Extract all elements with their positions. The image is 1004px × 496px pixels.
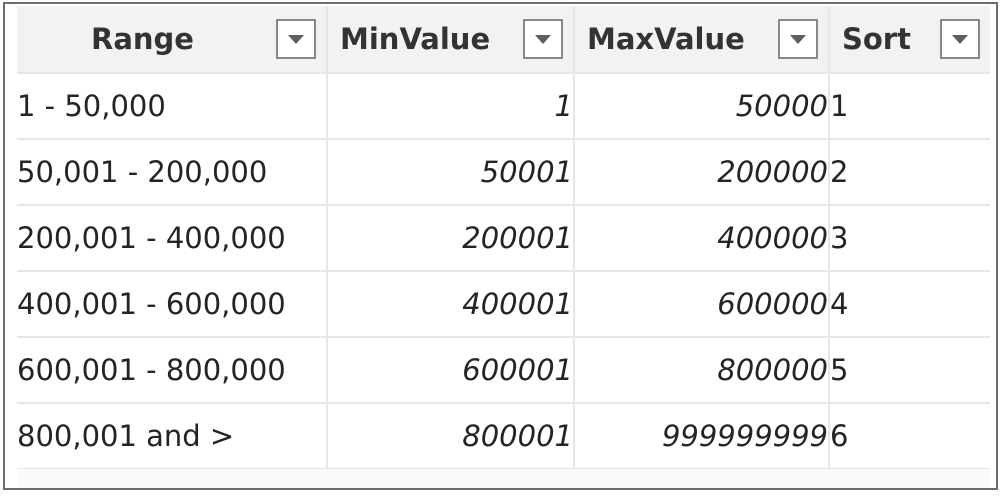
table-footer-area bbox=[17, 469, 990, 488]
cell-minvalue[interactable]: 600001 bbox=[327, 337, 575, 404]
cell-range[interactable]: 1 - 50,000 bbox=[17, 73, 328, 140]
cell-minvalue[interactable]: 1 bbox=[327, 73, 575, 140]
cell-maxvalue[interactable]: 600000 bbox=[574, 271, 830, 338]
column-header-label: Range bbox=[91, 22, 194, 56]
table-row: 600,001 - 800,000 600001 800000 5 bbox=[17, 337, 990, 404]
column-header-range[interactable]: Range bbox=[17, 6, 328, 74]
cell-range[interactable]: 50,001 - 200,000 bbox=[17, 139, 328, 206]
table-row: 200,001 - 400,000 200001 400000 3 bbox=[17, 205, 990, 272]
cell-maxvalue[interactable]: 400000 bbox=[574, 205, 830, 272]
column-header-minvalue[interactable]: MinValue bbox=[327, 6, 575, 74]
cell-range[interactable]: 200,001 - 400,000 bbox=[17, 205, 328, 272]
cell-maxvalue[interactable]: 999999999 bbox=[574, 403, 830, 470]
chevron-down-icon bbox=[288, 34, 304, 44]
table-row: 1 - 50,000 1 50000 1 bbox=[17, 73, 990, 140]
cell-sort[interactable]: 4 bbox=[829, 271, 990, 338]
chevron-down-icon bbox=[790, 34, 806, 44]
filter-dropdown-button[interactable] bbox=[276, 19, 316, 59]
column-header-label: MaxValue bbox=[587, 22, 745, 56]
cell-sort[interactable]: 1 bbox=[829, 73, 990, 140]
cell-minvalue[interactable]: 800001 bbox=[327, 403, 575, 470]
column-header-label: Sort bbox=[842, 22, 911, 56]
filter-dropdown-button[interactable] bbox=[778, 19, 818, 59]
table-row: 800,001 and > 800001 999999999 6 bbox=[17, 403, 990, 470]
cell-sort[interactable]: 2 bbox=[829, 139, 990, 206]
cell-minvalue[interactable]: 400001 bbox=[327, 271, 575, 338]
table-row: 50,001 - 200,000 50001 200000 2 bbox=[17, 139, 990, 206]
cell-minvalue[interactable]: 50001 bbox=[327, 139, 575, 206]
cell-sort[interactable]: 5 bbox=[829, 337, 990, 404]
cell-maxvalue[interactable]: 50000 bbox=[574, 73, 830, 140]
table-view: Range MinValue MaxValue bbox=[3, 2, 998, 490]
column-header-sort[interactable]: Sort bbox=[829, 6, 990, 74]
column-header-maxvalue[interactable]: MaxValue bbox=[574, 6, 830, 74]
data-table: Range MinValue MaxValue bbox=[17, 6, 990, 470]
cell-sort[interactable]: 6 bbox=[829, 403, 990, 470]
cell-minvalue[interactable]: 200001 bbox=[327, 205, 575, 272]
table-row: 400,001 - 600,000 400001 600000 4 bbox=[17, 271, 990, 338]
cell-range[interactable]: 800,001 and > bbox=[17, 403, 328, 470]
cell-maxvalue[interactable]: 800000 bbox=[574, 337, 830, 404]
column-header-label: MinValue bbox=[340, 22, 491, 56]
cell-maxvalue[interactable]: 200000 bbox=[574, 139, 830, 206]
chevron-down-icon bbox=[535, 34, 551, 44]
cell-range[interactable]: 600,001 - 800,000 bbox=[17, 337, 328, 404]
cell-range[interactable]: 400,001 - 600,000 bbox=[17, 271, 328, 338]
header-row: Range MinValue MaxValue bbox=[17, 6, 990, 74]
filter-dropdown-button[interactable] bbox=[523, 19, 563, 59]
chevron-down-icon bbox=[952, 34, 968, 44]
cell-sort[interactable]: 3 bbox=[829, 205, 990, 272]
filter-dropdown-button[interactable] bbox=[940, 19, 980, 59]
